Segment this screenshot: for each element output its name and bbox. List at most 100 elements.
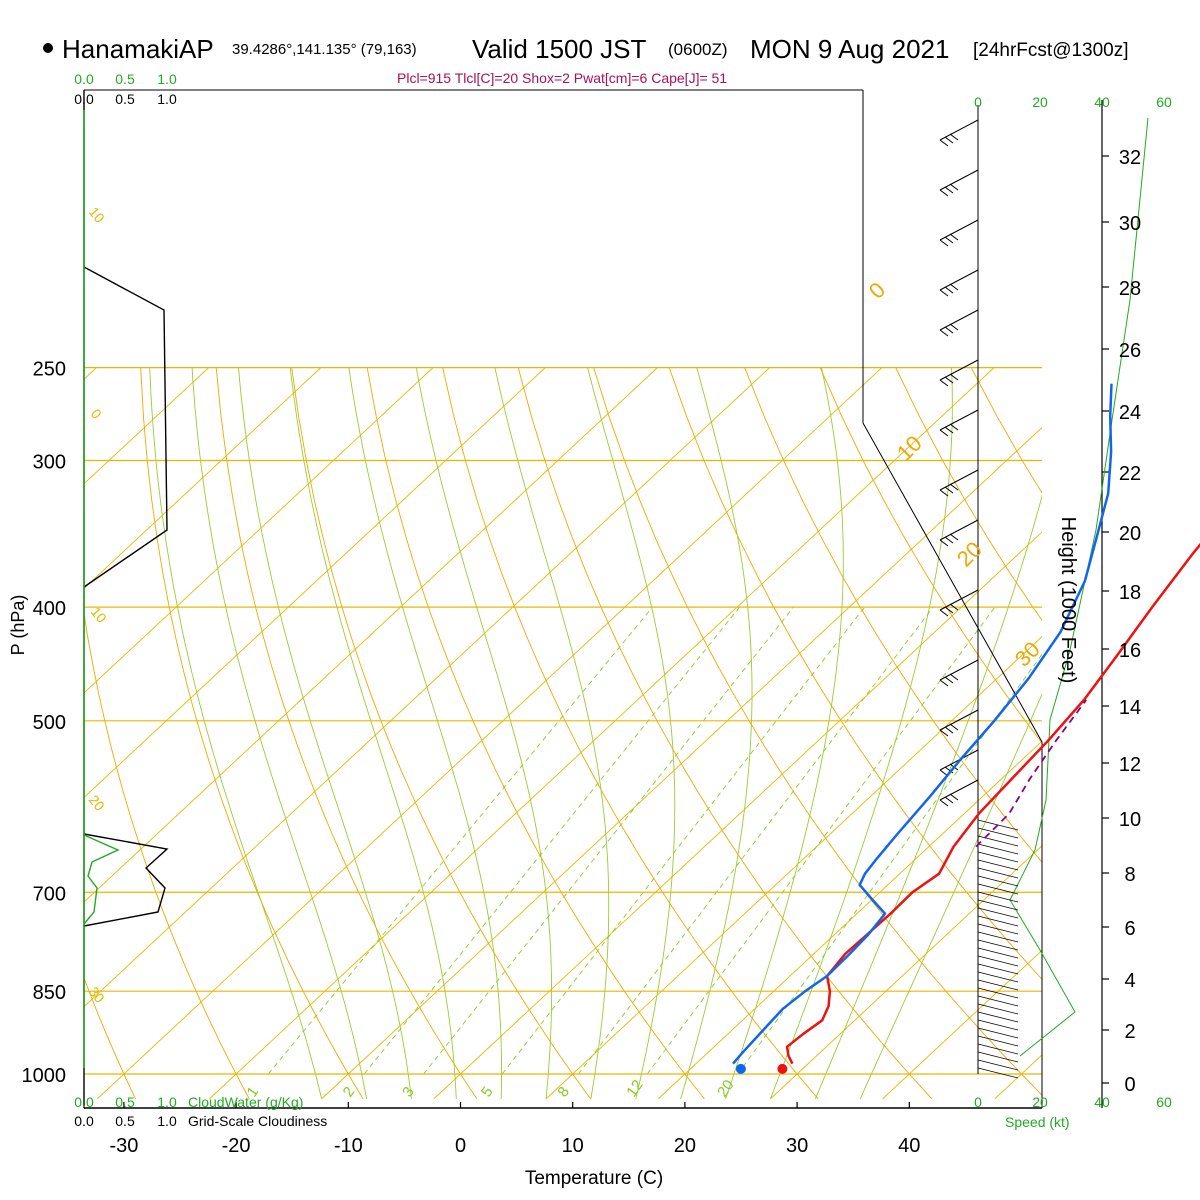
wind-barb-icon: [949, 423, 959, 431]
wind-barb-icon: [944, 486, 954, 494]
cloudwater-tick-label-bottom: 1.0: [157, 1094, 177, 1110]
wind-barb-icon: [939, 589, 979, 611]
wind-barb-icon: [939, 469, 979, 491]
mixing-ratio-line: [578, 606, 934, 1075]
wind-barb-icon: [977, 1003, 1019, 1015]
height-tick-label: 18: [1119, 582, 1141, 604]
wind-barb-icon: [939, 539, 949, 547]
wind-barb-icon: [944, 726, 954, 734]
temperature-tick-label: -10: [334, 1135, 363, 1157]
wind-barb-icon: [977, 827, 1019, 839]
wind-barb-icon: [949, 483, 959, 491]
wind-barb-icon: [977, 923, 1019, 935]
isotherm-line: [96, 367, 883, 1100]
speed-tick-label-bottom: 40: [1094, 1094, 1110, 1110]
dry-adiabat-line: [744, 367, 1042, 863]
height-tick-label: 14: [1119, 697, 1141, 719]
plot-area: [83, 89, 1200, 1109]
cloudwater-tick-label-top: 0.5: [115, 71, 135, 87]
isotherm-line: [84, 367, 209, 485]
cloudiness-tick-label-top: 1.0: [157, 91, 177, 107]
wind-barb-icon: [939, 289, 949, 297]
dry-adiabat-line: [442, 367, 819, 1100]
mixing-ratio-label: 5: [478, 1084, 497, 1101]
dry-adiabat-line: [593, 367, 1042, 1096]
dewpoint-line: [732, 383, 1113, 1065]
isotherm-line: [209, 367, 995, 1100]
isotherm-label: 20: [86, 792, 108, 814]
wind-barb-icon: [949, 603, 959, 611]
mixing-ratio-line: [363, 606, 740, 1075]
moist-adiabat-line: [494, 367, 610, 1099]
temperature-tick-label: -20: [222, 1135, 251, 1157]
wind-barb-icon: [939, 329, 949, 337]
cloudwater-tick-label-bottom: 0.0: [74, 1094, 94, 1110]
cloudiness-tick-label-bottom: 0.5: [115, 1113, 135, 1129]
wind-barb-icon: [939, 309, 979, 331]
cloudwater-tick-label-top: 0.0: [74, 71, 94, 87]
station-name: HanamakiAP: [62, 34, 214, 64]
wind-barb-icon: [977, 987, 1019, 999]
wind-barb-icon: [977, 851, 1019, 863]
cloudwater-label: CloudWater (g/Kg): [188, 1094, 303, 1110]
height-tick-label: 12: [1119, 754, 1141, 776]
wind-barb-icon: [977, 1019, 1019, 1031]
height-tick-label: 20: [1119, 523, 1141, 545]
wind-barb-icon: [939, 779, 979, 801]
wind-barb-icon: [977, 1011, 1019, 1023]
y-axis-label: P (hPa): [8, 595, 28, 656]
mixing-ratio-line: [423, 606, 794, 1075]
wind-barb-icon: [977, 939, 1019, 951]
wind-barb-icon: [944, 376, 954, 384]
speed-tick-label-bottom: 20: [1032, 1094, 1048, 1110]
pressure-tick-label: 700: [33, 883, 66, 905]
wind-barb-icon: [977, 1027, 1019, 1039]
isotherm-line: [994, 1054, 1042, 1100]
wind-barb-icon: [944, 676, 954, 684]
moist-adiabat-line: [191, 367, 367, 1099]
height-tick-label: 26: [1119, 340, 1141, 362]
wind-barb-icon: [949, 533, 959, 541]
wind-barb-icon: [939, 359, 979, 381]
wind-barb-icon: [977, 1043, 1019, 1055]
dry-adiabat-line: [819, 367, 1042, 744]
wind-barb-icon: [939, 219, 979, 241]
mixing-ratio-line: [737, 653, 1042, 1075]
cloudiness-tick-label-bottom: 1.0: [157, 1113, 177, 1129]
speed-label: Speed (kt): [1005, 1114, 1070, 1130]
height-tick-label: 24: [1119, 402, 1141, 424]
cloudiness-tick-label-top: 0.0: [74, 91, 94, 107]
isotherm-line: [84, 367, 322, 589]
dry-adiabat-line: [140, 367, 364, 1100]
dry-adiabat-line: [668, 367, 1042, 980]
wind-barb-icon: [939, 709, 979, 731]
temperature-tick-label: 20: [674, 1135, 696, 1157]
wind-barb-icon: [977, 963, 1019, 975]
wind-barb-icon: [949, 673, 959, 681]
wind-barb-icon: [977, 891, 1019, 903]
wind-barb-icon: [939, 379, 949, 387]
speed-tick-label-top: 40: [1094, 94, 1110, 110]
dry-adiabat-label: 0: [864, 277, 890, 303]
wind-barb-icon: [939, 139, 949, 147]
temperature-tick-label: 40: [898, 1135, 920, 1157]
temperature-tick-label: 30: [786, 1135, 808, 1157]
wind-barb-icon: [977, 867, 1019, 879]
height-tick-label: 30: [1119, 213, 1141, 235]
dry-adiabat-line: [215, 367, 478, 1100]
mixing-ratio-label: 8: [554, 1084, 573, 1101]
wind-barb-icon: [939, 489, 949, 497]
wind-barb-icon: [939, 119, 979, 141]
wind-speed-profile: [1009, 117, 1149, 1057]
pressure-tick-label: 1000: [22, 1065, 67, 1087]
dry-adiabat-line: [84, 976, 136, 1100]
moist-adiabat-line: [238, 367, 412, 1099]
isotherm-line: [84, 367, 658, 903]
cloudiness-tick-label-top: 0.5: [115, 91, 135, 107]
isotherm-line: [433, 531, 1042, 1100]
wind-barb-icon: [939, 609, 949, 617]
wind-barb-icon: [977, 1035, 1019, 1047]
wind-barb-icon: [939, 799, 949, 807]
wind-barb-icon: [944, 236, 954, 244]
wind-barb-icon: [977, 907, 1019, 919]
